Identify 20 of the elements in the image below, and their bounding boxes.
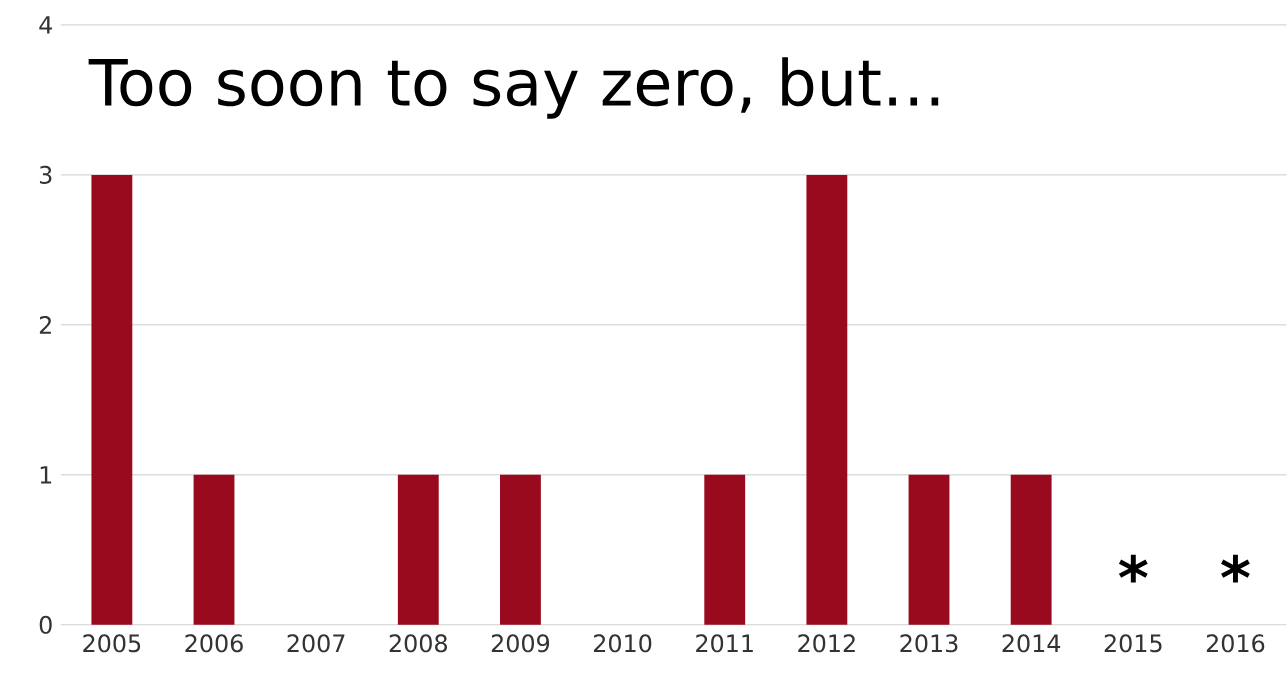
y-tick-label: 4	[39, 16, 52, 34]
y-tick-label: 1	[40, 466, 52, 484]
x-tick-label: 2005	[83, 634, 141, 653]
x-tick-label: 2007	[287, 634, 345, 653]
x-tick-label: 2006	[185, 634, 243, 653]
x-tick-label: 2008	[389, 634, 447, 653]
annotation: *	[1118, 555, 1148, 583]
x-tick-label: 2014	[1002, 634, 1061, 653]
x-tick-label: 2016	[1206, 634, 1265, 653]
y-tick-label: 3	[39, 166, 52, 185]
x-tick-label: 2009	[491, 634, 550, 653]
x-tick-label: 2015	[1104, 634, 1162, 653]
x-tick-label: 2012	[798, 634, 855, 653]
x-tick-label: 2011	[696, 634, 753, 653]
x-tick-label: 2013	[900, 634, 958, 653]
annotation: *	[1221, 555, 1250, 583]
chart-title: Too soon to say zero, but…	[88, 57, 939, 119]
y-tick-label: 0	[39, 616, 52, 635]
y-tick-label: 2	[39, 316, 51, 334]
x-tick-label: 2010	[594, 634, 652, 653]
